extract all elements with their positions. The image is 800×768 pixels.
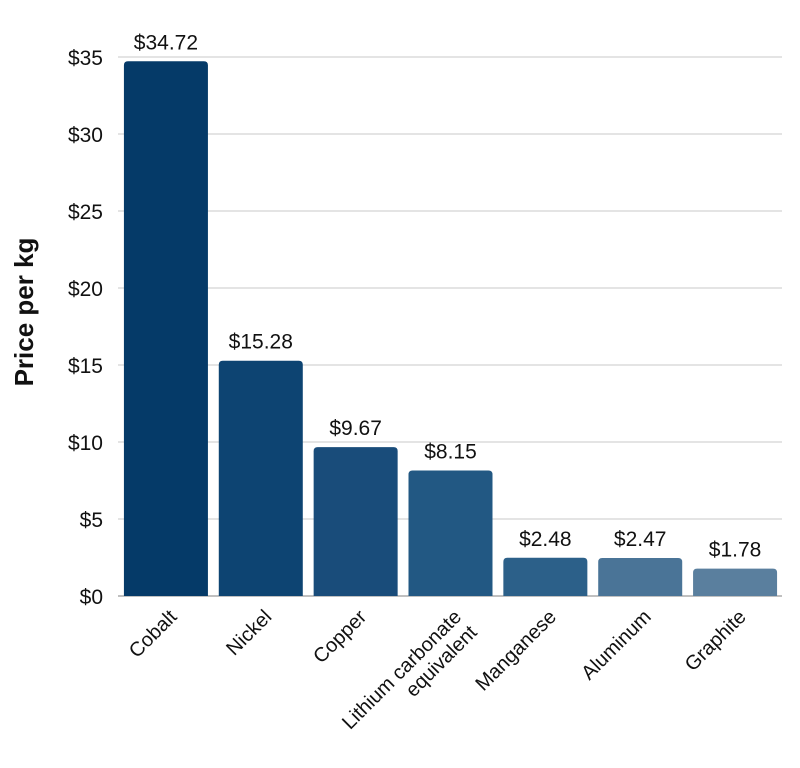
x-tick-label: Manganese	[471, 606, 560, 695]
x-tick-label: Nickel	[222, 606, 276, 660]
bar	[218, 360, 303, 596]
x-tick-label: Graphite	[681, 606, 751, 676]
y-axis-ticks: $0 $5 $10 $15 $20 $25 $30 $35	[68, 47, 103, 609]
x-tick-label-line: Nickel	[222, 606, 276, 660]
x-tick-label-line: Copper	[309, 606, 371, 668]
y-tick-label: $0	[80, 586, 103, 609]
x-tick-label: Copper	[309, 606, 371, 668]
x-tick-label: Cobalt	[125, 606, 182, 663]
data-label: $1.78	[709, 539, 762, 562]
bar	[598, 557, 683, 596]
bar	[408, 470, 493, 596]
bar	[503, 557, 588, 596]
data-label: $34.72	[134, 31, 198, 54]
y-tick-label: $25	[68, 201, 103, 224]
bar	[693, 568, 778, 596]
y-tick-label: $10	[68, 432, 103, 455]
x-tick-label: Aluminum	[577, 606, 655, 684]
value-labels: $34.72 $15.28 $9.67 $8.15 $2.48 $2.47 $1.78	[134, 31, 762, 561]
data-label: $2.47	[614, 528, 667, 551]
y-tick-label: $5	[80, 509, 103, 532]
data-label: $8.15	[424, 440, 477, 463]
bars	[123, 61, 778, 596]
data-label: $2.48	[519, 528, 572, 551]
x-tick-label-line: Cobalt	[125, 606, 182, 663]
x-tick-label-line: Manganese	[471, 606, 560, 695]
y-tick-label: $20	[68, 278, 103, 301]
data-label: $15.28	[229, 331, 293, 354]
bar	[313, 447, 398, 596]
y-tick-label: $35	[68, 47, 103, 70]
x-tick-label-line: Aluminum	[577, 606, 655, 684]
y-tick-label: $15	[68, 355, 103, 378]
bar	[123, 61, 208, 596]
y-tick-label: $30	[68, 124, 103, 147]
y-axis-title: Price per kg	[9, 238, 39, 387]
data-label: $9.67	[329, 417, 382, 440]
x-tick-label-line: Graphite	[681, 606, 751, 676]
